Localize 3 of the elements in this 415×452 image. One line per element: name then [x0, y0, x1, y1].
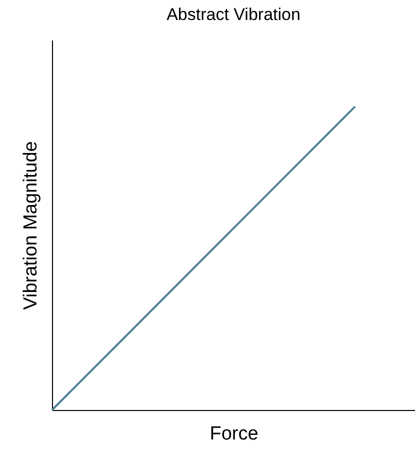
- y-axis-title: Vibration Magnitude: [20, 141, 42, 310]
- x-axis-title: Force: [210, 424, 258, 444]
- chart-title: Abstract Vibration: [166, 5, 300, 24]
